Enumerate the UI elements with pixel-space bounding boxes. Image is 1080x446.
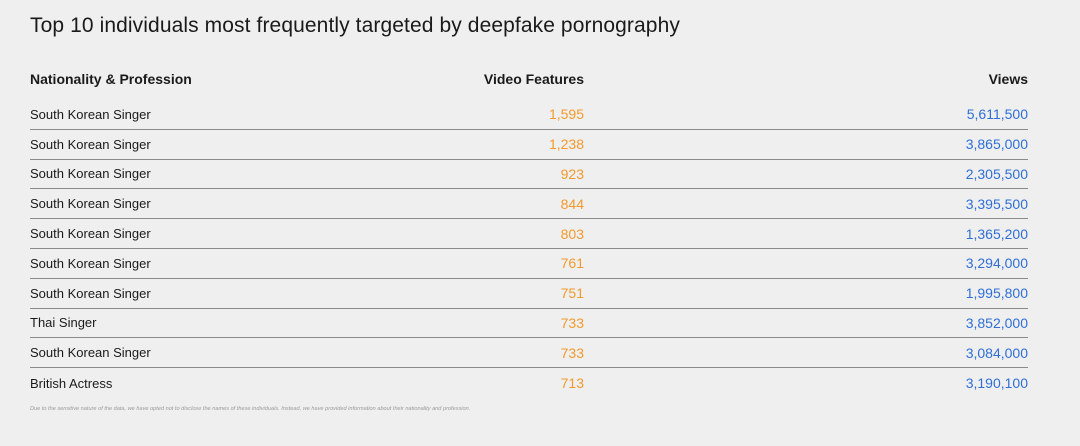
cell-profession: South Korean Singer [30, 136, 151, 152]
cell-views: 3,294,000 [965, 255, 1028, 272]
column-header-profession: Nationality & Profession [30, 71, 192, 87]
cell-profession: Thai Singer [30, 315, 97, 331]
table-row: South Korean Singer 803 1,365,200 [30, 219, 1028, 249]
cell-video-features: 1,238 [548, 136, 584, 153]
cell-video-features: 733 [560, 314, 584, 331]
table-row: South Korean Singer 751 1,995,800 [30, 279, 1028, 309]
chart-title: Top 10 individuals most frequently targe… [30, 14, 680, 37]
cell-views: 5,611,500 [966, 106, 1028, 123]
footnote: Due to the sensitive nature of the data,… [30, 406, 471, 412]
cell-profession: South Korean Singer [30, 226, 151, 242]
table-row: South Korean Singer 923 2,305,500 [30, 160, 1028, 190]
cell-profession: South Korean Singer [30, 106, 151, 122]
cell-views: 3,852,000 [965, 314, 1028, 331]
cell-video-features: 923 [560, 165, 584, 182]
cell-video-features: 733 [560, 344, 584, 361]
table-body: South Korean Singer 1,595 5,611,500 South K… [30, 100, 1028, 398]
cell-profession: South Korean Singer [30, 196, 151, 212]
cell-video-features: 761 [560, 255, 584, 272]
cell-video-features: 751 [560, 285, 584, 302]
cell-video-features: 844 [560, 195, 584, 212]
cell-views: 3,084,000 [965, 344, 1028, 361]
table-header-row: Nationality & Profession Video Features … [30, 63, 1028, 95]
data-table: Nationality & Profession Video Features … [30, 63, 1028, 398]
cell-profession: South Korean Singer [30, 345, 151, 361]
cell-views: 3,865,000 [965, 136, 1028, 153]
cell-views: 2,305,500 [965, 165, 1028, 182]
cell-profession: British Actress [30, 375, 113, 391]
table-row: South Korean Singer 844 3,395,500 [30, 189, 1028, 220]
table-row: Thai Singer 733 3,852,000 [30, 309, 1028, 339]
cell-profession: South Korean Singer [30, 255, 151, 271]
table-row: South Korean Singer 733 3,084,000 [30, 338, 1028, 369]
table-row: British Actress 713 3,190,100 [30, 368, 1028, 398]
cell-views: 1,365,200 [965, 225, 1028, 242]
table-row: South Korean Singer 1,595 5,611,500 [30, 100, 1028, 130]
cell-profession: South Korean Singer [30, 285, 151, 301]
table-row: South Korean Singer 761 3,294,000 [30, 249, 1028, 279]
cell-views: 3,395,500 [965, 195, 1028, 212]
cell-video-features: 713 [560, 375, 584, 392]
table-row: South Korean Singer 1,238 3,865,000 [30, 130, 1028, 160]
column-header-video-features: Video Features [483, 71, 584, 87]
cell-views: 1,995,800 [965, 285, 1028, 302]
cell-views: 3,190,100 [965, 375, 1028, 392]
cell-video-features: 1,595 [548, 106, 584, 123]
cell-profession: South Korean Singer [30, 166, 151, 182]
column-header-views: Views [988, 71, 1028, 87]
cell-video-features: 803 [560, 225, 584, 242]
